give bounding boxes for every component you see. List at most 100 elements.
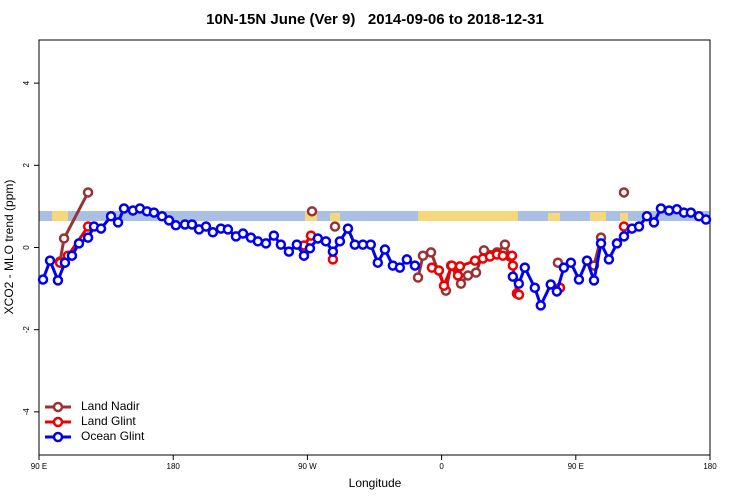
- legend-label: Land Nadir: [81, 399, 140, 413]
- data-point: [59, 257, 71, 268]
- data-point: [306, 206, 318, 217]
- data-point: [52, 275, 64, 286]
- x-tick-label: 180: [703, 462, 717, 471]
- data-point: [588, 275, 600, 286]
- data-point: [222, 224, 234, 235]
- data-point: [595, 238, 607, 249]
- x-tick-label: 0: [439, 462, 444, 471]
- legend-label: Ocean Glint: [81, 429, 145, 443]
- data-point: [73, 238, 85, 249]
- data-point: [412, 272, 424, 283]
- data-point: [497, 250, 509, 261]
- data-point: [513, 289, 525, 301]
- data-point: [535, 300, 547, 311]
- y-tick-label: 2: [22, 163, 31, 168]
- data-point: [200, 221, 212, 232]
- data-point: [58, 233, 70, 244]
- data-point: [446, 260, 458, 271]
- legend-marker: [52, 401, 64, 413]
- data-point: [454, 261, 466, 272]
- data-point: [372, 257, 384, 268]
- data-point: [275, 239, 287, 250]
- data-point: [417, 250, 429, 261]
- x-tick-label: 90 E: [31, 462, 47, 471]
- data-point: [379, 244, 391, 255]
- data-point: [260, 238, 272, 249]
- data-point: [44, 255, 56, 266]
- data-point: [298, 250, 310, 261]
- data-point: [551, 286, 563, 297]
- data-point: [462, 270, 474, 281]
- data-point: [506, 250, 518, 261]
- legend-marker: [52, 416, 64, 428]
- data-point: [519, 262, 531, 273]
- data-point: [268, 230, 280, 241]
- data-point: [581, 255, 593, 266]
- data-point: [304, 243, 316, 254]
- data-point: [66, 250, 78, 261]
- data-point: [700, 214, 712, 225]
- data-point: [37, 274, 49, 285]
- data-point: [618, 221, 630, 232]
- data-point: [170, 220, 182, 231]
- data-point: [633, 221, 645, 232]
- data-point: [611, 238, 623, 249]
- y-tick-label: 4: [22, 80, 31, 85]
- data-point: [455, 278, 467, 289]
- x-tick-label: 90 E: [568, 462, 584, 471]
- data-point: [558, 262, 570, 273]
- y-tick-label: 0: [22, 245, 31, 250]
- data-point: [507, 260, 519, 271]
- data-point: [603, 254, 615, 265]
- data-point: [545, 279, 556, 290]
- data-point: [252, 236, 264, 247]
- data-point: [207, 227, 219, 238]
- data-point: [648, 217, 660, 228]
- data-point: [655, 203, 667, 214]
- data-point: [529, 282, 541, 294]
- legend-marker: [52, 431, 64, 443]
- data-point: [438, 280, 450, 291]
- data-point: [641, 211, 653, 222]
- data-point: [409, 260, 421, 271]
- legend-label: Land Glint: [81, 414, 136, 428]
- data-point: [118, 203, 130, 214]
- data-point: [499, 239, 511, 250]
- data-point: [163, 215, 175, 226]
- data-point: [105, 211, 117, 222]
- data-point: [148, 207, 160, 218]
- y-axis-label: XCO2 - MLO trend (ppm): [2, 180, 16, 315]
- data-point: [237, 228, 249, 239]
- data-point: [82, 187, 94, 198]
- data-point: [618, 231, 630, 242]
- data-point: [513, 278, 525, 289]
- data-point: [433, 265, 445, 276]
- y-tick-label: -4: [22, 408, 31, 416]
- data-point: [470, 267, 482, 278]
- data-point: [327, 246, 339, 257]
- data-point: [186, 219, 198, 230]
- x-axis-label: Longitude: [349, 476, 402, 490]
- data-point: [365, 239, 377, 250]
- data-point: [565, 257, 577, 268]
- data-point: [320, 236, 332, 247]
- data-point: [342, 223, 354, 234]
- x-tick-label: 90 W: [298, 462, 317, 471]
- data-point: [507, 271, 519, 282]
- data-point: [349, 239, 361, 250]
- data-point: [401, 254, 413, 265]
- data-point: [394, 262, 406, 273]
- data-point: [95, 223, 107, 234]
- data-point: [329, 221, 341, 232]
- data-point: [312, 233, 324, 244]
- data-point: [425, 247, 437, 258]
- data-point: [334, 236, 346, 247]
- data-point: [685, 207, 697, 218]
- data-point: [618, 187, 630, 198]
- data-point: [291, 239, 303, 250]
- x-tick-label: 180: [167, 462, 181, 471]
- data-point: [573, 274, 585, 285]
- data-point: [452, 270, 464, 281]
